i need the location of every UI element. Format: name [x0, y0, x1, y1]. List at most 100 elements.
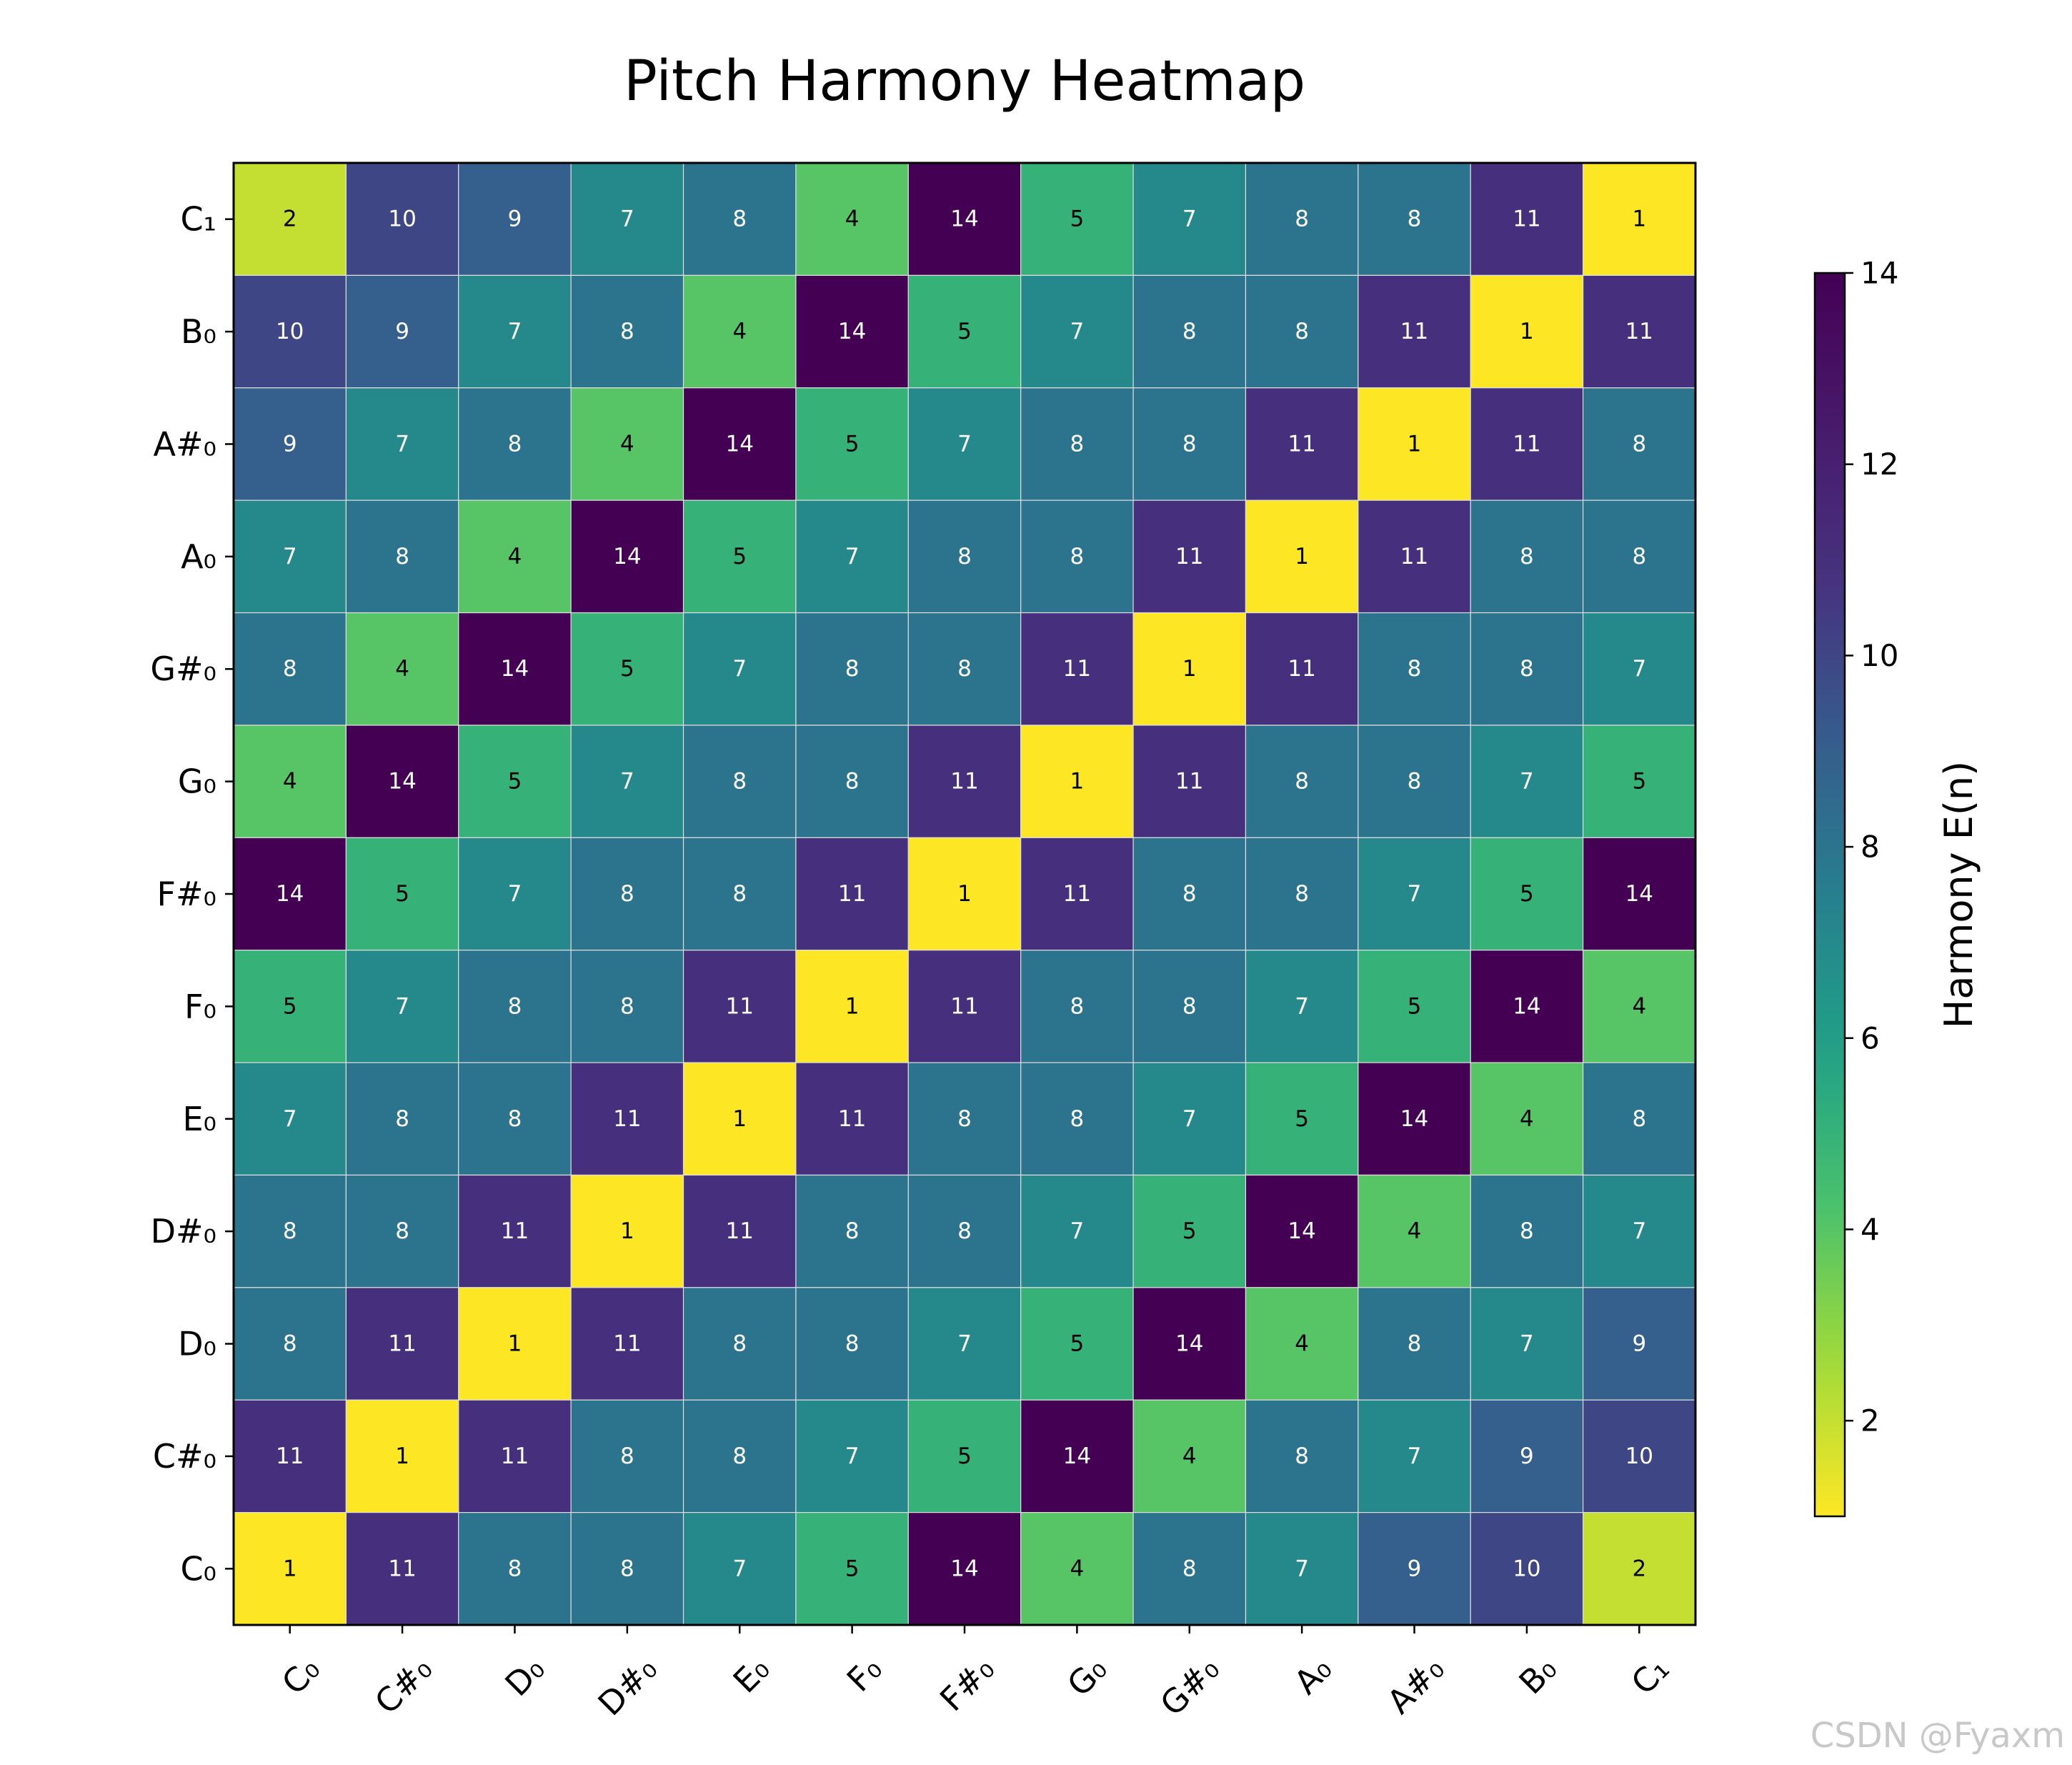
- cell-value-label: 11: [838, 1106, 866, 1132]
- heatmap-cell: [233, 1287, 347, 1401]
- cell-value-label: 5: [845, 1556, 860, 1581]
- cell-value-label: 8: [283, 1331, 297, 1357]
- heatmap-cell: [907, 1287, 1022, 1401]
- cell-value-label: 1: [508, 1331, 522, 1357]
- cell-value-label: 1: [620, 1218, 634, 1244]
- cell-value-label: 14: [1400, 1106, 1428, 1132]
- heatmap-cell: [1358, 1062, 1471, 1176]
- cell-value-label: 8: [845, 769, 860, 795]
- cell-value-label: 8: [1070, 544, 1085, 570]
- cell-value-label: 11: [613, 1106, 641, 1132]
- heatmap-cell: [1132, 837, 1247, 951]
- heatmap-cell: [1358, 499, 1471, 614]
- cell-value-label: 8: [1182, 993, 1197, 1019]
- heatmap-cell: [233, 1399, 347, 1513]
- cell-value-label: 8: [283, 656, 297, 682]
- cell-value-label: 8: [1182, 431, 1197, 457]
- heatmap-cell: [1245, 162, 1359, 276]
- heatmap-cell: [1020, 837, 1134, 951]
- cell-value-label: 8: [620, 319, 634, 344]
- heatmap-cell: [345, 1287, 459, 1401]
- chart-title: Pitch Harmony Heatmap: [624, 49, 1305, 114]
- cell-value-label: 8: [1295, 319, 1309, 344]
- heatmap-cell: [795, 725, 909, 838]
- cell-value-label: 4: [395, 656, 409, 682]
- x-tick-label: C#₀: [367, 1649, 439, 1721]
- cell-value-label: 4: [1632, 993, 1646, 1019]
- cell-value-label: 8: [732, 1331, 747, 1357]
- heatmap-cell: [570, 837, 684, 951]
- heatmap-cell: [1245, 612, 1359, 726]
- cell-value-label: 8: [620, 1443, 634, 1469]
- heatmap-cell: [1245, 1512, 1359, 1626]
- y-tick-label: D₀: [178, 1325, 216, 1363]
- heatmap-cell: [682, 1512, 797, 1626]
- x-tick-label: C₁: [1623, 1649, 1676, 1702]
- cell-value-label: 14: [388, 769, 416, 795]
- heatmap-cell: [233, 274, 347, 389]
- cell-value-label: 7: [957, 1331, 972, 1357]
- heatmap-cell: [1358, 1174, 1471, 1288]
- cell-value-label: 8: [732, 1443, 747, 1469]
- cell-value-label: 8: [620, 1556, 634, 1581]
- heatmap-cell: [1132, 612, 1247, 726]
- heatmap-cell: [458, 1174, 572, 1288]
- heatmap-cell: [1245, 725, 1359, 838]
- heatmap-cell: [1020, 1512, 1134, 1626]
- heatmap-cell: [795, 499, 909, 614]
- cell-value-label: 5: [620, 656, 634, 682]
- heatmap-cell: [1470, 950, 1584, 1063]
- cell-value-label: 14: [613, 544, 641, 570]
- heatmap-cell: [1470, 725, 1584, 838]
- x-tick-label: A#₀: [1380, 1649, 1452, 1721]
- cell-value-label: 7: [620, 207, 634, 232]
- y-tick-label: E₀: [182, 1100, 216, 1138]
- cell-value-label: 2: [283, 207, 297, 232]
- heatmap-cell: [570, 950, 684, 1063]
- cell-value-label: 8: [508, 431, 522, 457]
- heatmap-cell: [458, 499, 572, 614]
- heatmap-cell: [570, 1399, 684, 1513]
- cell-value-label: 4: [508, 544, 522, 570]
- cell-value-label: 8: [1182, 1556, 1197, 1581]
- x-tick-label: D₀: [497, 1649, 552, 1704]
- heatmap-cell: [1470, 162, 1584, 276]
- cell-value-label: 14: [501, 656, 529, 682]
- cell-value-label: 11: [501, 1218, 529, 1244]
- cell-value-label: 8: [1295, 769, 1309, 795]
- y-tick-label: C₁: [180, 200, 216, 239]
- x-tick-label: A₀: [1287, 1649, 1339, 1701]
- cell-value-label: 8: [1408, 656, 1422, 682]
- cell-value-label: 9: [395, 319, 409, 344]
- heatmap-cell: [570, 1287, 684, 1401]
- heatmap-cell: [1245, 387, 1359, 501]
- cell-value-label: 14: [1513, 993, 1540, 1019]
- cell-value-label: 8: [620, 993, 634, 1019]
- heatmap-cell: [1245, 499, 1359, 614]
- heatmap-cell: [907, 1399, 1022, 1513]
- cell-value-label: 1: [1632, 207, 1646, 232]
- heatmap-cell: [1132, 1174, 1247, 1288]
- cell-value-label: 11: [276, 1443, 304, 1469]
- cell-value-label: 11: [501, 1443, 529, 1469]
- cell-value-label: 8: [1632, 431, 1646, 457]
- cell-value-label: 5: [1295, 1106, 1309, 1132]
- cell-value-label: 10: [1625, 1443, 1653, 1469]
- cell-value-label: 4: [1182, 1443, 1197, 1469]
- x-tick-label: B₀: [1511, 1649, 1564, 1702]
- cell-value-label: 8: [1520, 656, 1534, 682]
- heatmap-cell: [1470, 1399, 1584, 1513]
- cell-value-label: 8: [1520, 1218, 1534, 1244]
- heatmap-cell: [233, 612, 347, 726]
- cell-value-label: 8: [732, 207, 747, 232]
- heatmap-cell: [1020, 725, 1134, 838]
- heatmap-cell: [795, 274, 909, 389]
- cell-value-label: 10: [276, 319, 304, 344]
- heatmap-cell: [570, 725, 684, 838]
- heatmap-cell: [1020, 162, 1134, 276]
- cell-value-label: 8: [1520, 544, 1534, 570]
- cell-value-label: 4: [1070, 1556, 1085, 1581]
- heatmap-cell: [1020, 1174, 1134, 1288]
- heatmap-cell: [1358, 837, 1471, 951]
- cell-value-label: 11: [388, 1331, 416, 1357]
